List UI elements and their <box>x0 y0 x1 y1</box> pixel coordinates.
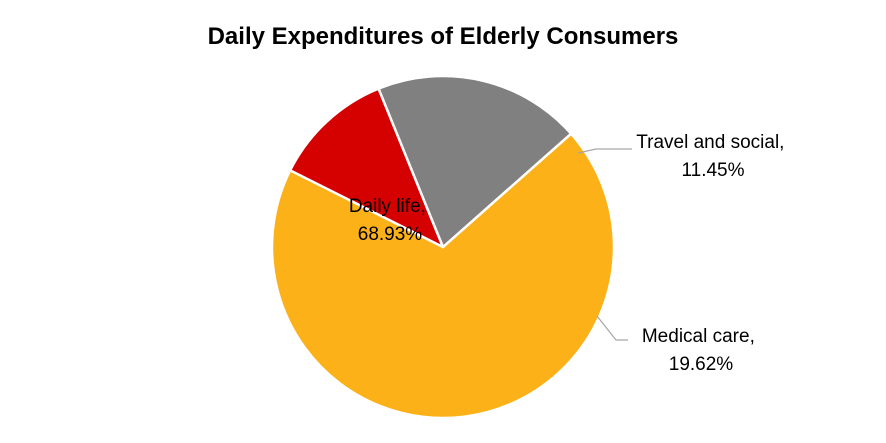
slice-label-medical-care: Medical care, 19.62% <box>642 326 760 375</box>
leader-line-travel-social <box>577 148 632 154</box>
slice-label-daily-life: Daily life, 68.93% <box>349 196 431 245</box>
chart-title: Daily Expenditures of Elderly Consumers <box>208 23 679 50</box>
leader-lines <box>577 148 632 341</box>
slice-travel-social <box>288 87 445 249</box>
pie-slices <box>270 74 616 420</box>
slice-medical-care <box>377 74 573 249</box>
slice-label-travel-social: Travel and social, 11.45% <box>636 132 789 181</box>
leader-line-medical-care <box>596 315 628 341</box>
